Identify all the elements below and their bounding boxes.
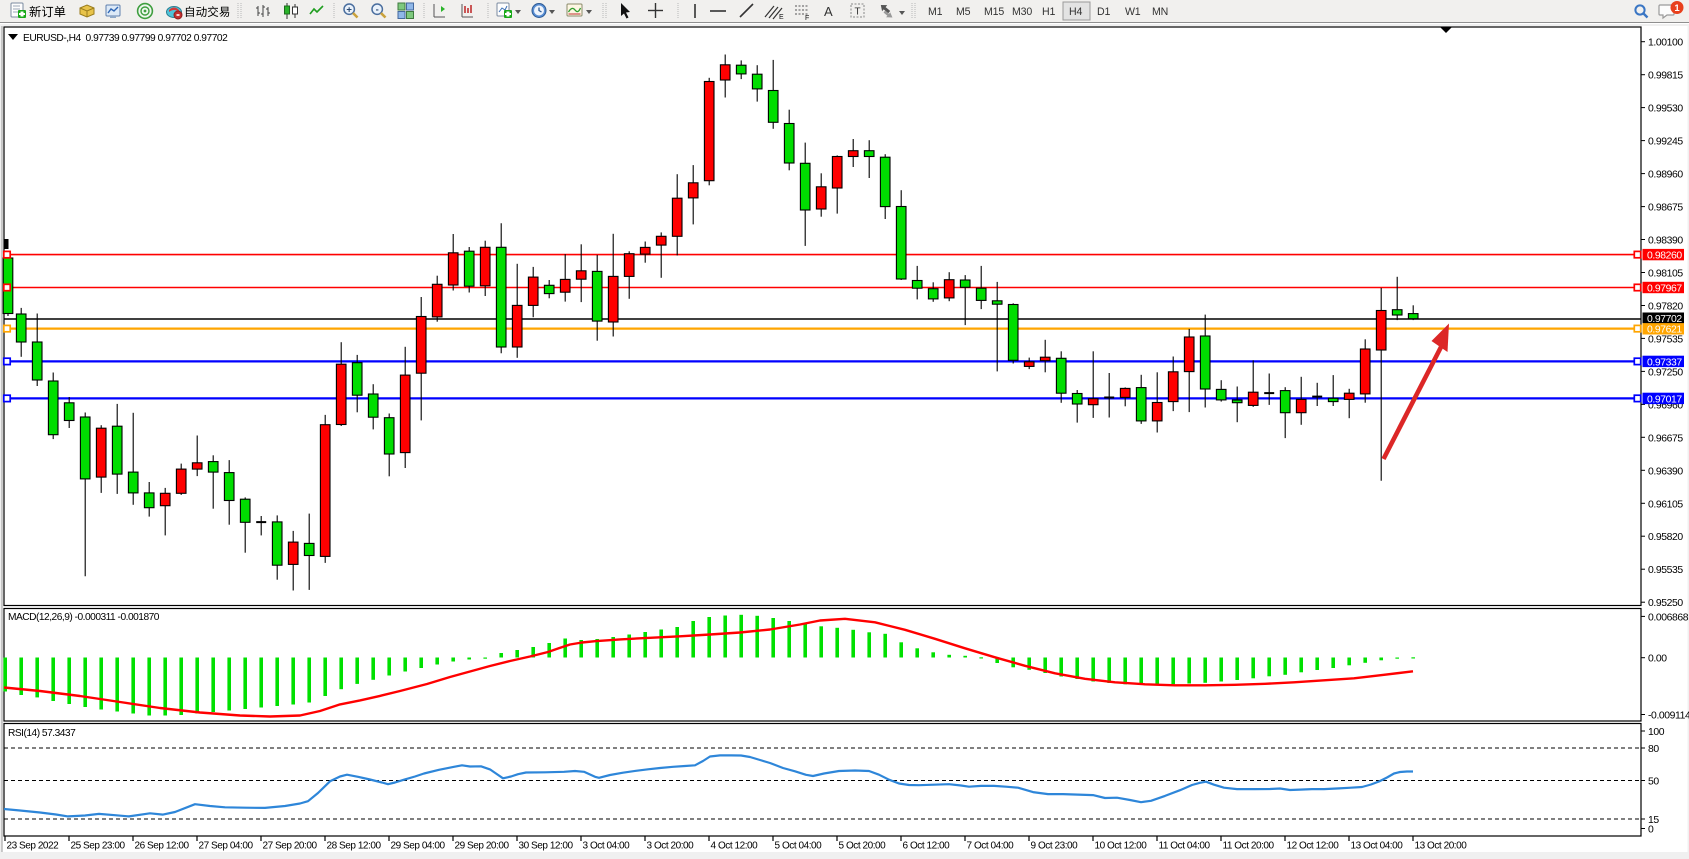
svg-text:7 Oct 04:00: 7 Oct 04:00 (967, 841, 1015, 852)
svg-text:A: A (824, 4, 833, 19)
svg-text:0.96105: 0.96105 (1648, 499, 1683, 510)
svg-text:M30: M30 (1012, 6, 1032, 18)
svg-text:+: + (346, 4, 352, 15)
svg-text:25 Sep 23:00: 25 Sep 23:00 (71, 841, 126, 852)
svg-text:0.95820: 0.95820 (1648, 532, 1683, 543)
svg-text:13 Oct 04:00: 13 Oct 04:00 (1351, 841, 1404, 852)
svg-text:0.98960: 0.98960 (1648, 170, 1683, 181)
svg-text:MACD(12,26,9) -0.000311 -0.001: MACD(12,26,9) -0.000311 -0.001870 (8, 612, 160, 623)
svg-text:11 Oct 20:00: 11 Oct 20:00 (1223, 841, 1275, 852)
svg-text:0.97250: 0.97250 (1648, 367, 1683, 378)
svg-text:0.96390: 0.96390 (1648, 466, 1683, 477)
svg-text:0.95250: 0.95250 (1648, 598, 1683, 609)
svg-text:30 Sep 12:00: 30 Sep 12:00 (519, 841, 574, 852)
svg-text:0.97702: 0.97702 (1647, 314, 1682, 325)
svg-text:9 Oct 23:00: 9 Oct 23:00 (1031, 841, 1079, 852)
svg-text:23 Sep 2022: 23 Sep 2022 (7, 841, 60, 852)
svg-text:11 Oct 04:00: 11 Oct 04:00 (1159, 841, 1211, 852)
svg-text:F: F (805, 15, 809, 22)
svg-text:T: T (854, 7, 860, 18)
svg-text:28 Sep 12:00: 28 Sep 12:00 (327, 841, 382, 852)
svg-text:5 Oct 20:00: 5 Oct 20:00 (839, 841, 887, 852)
svg-text:0.97535: 0.97535 (1648, 334, 1683, 345)
svg-text:E: E (779, 14, 784, 21)
svg-text:-0.009114: -0.009114 (1648, 711, 1689, 722)
svg-text:0.97621: 0.97621 (1647, 325, 1682, 336)
svg-text:MN: MN (1152, 6, 1168, 18)
svg-text:27 Sep 20:00: 27 Sep 20:00 (263, 841, 318, 852)
svg-text:12 Oct 12:00: 12 Oct 12:00 (1287, 841, 1340, 852)
svg-text:M15: M15 (984, 6, 1004, 18)
svg-text:0.98260: 0.98260 (1647, 251, 1682, 262)
svg-text:M5: M5 (956, 6, 971, 18)
svg-text:0.96960: 0.96960 (1648, 400, 1683, 411)
svg-text:13 Oct 20:00: 13 Oct 20:00 (1415, 841, 1468, 852)
svg-text:1.00100: 1.00100 (1648, 38, 1683, 49)
svg-text:D1: D1 (1097, 6, 1110, 18)
svg-text:0.99530: 0.99530 (1648, 104, 1683, 115)
svg-text:10 Oct 12:00: 10 Oct 12:00 (1095, 841, 1148, 852)
svg-text:0.96675: 0.96675 (1648, 433, 1683, 444)
svg-text:0.98390: 0.98390 (1648, 236, 1683, 247)
svg-text:3 Oct 04:00: 3 Oct 04:00 (583, 841, 631, 852)
svg-text:H4: H4 (1069, 6, 1082, 18)
svg-text:0.97967: 0.97967 (1647, 283, 1682, 294)
svg-text:-: - (376, 4, 379, 15)
svg-text:0.97820: 0.97820 (1648, 302, 1683, 313)
svg-text:0: 0 (1648, 825, 1654, 836)
svg-text:0.006868: 0.006868 (1648, 612, 1689, 623)
svg-text:4 Oct 12:00: 4 Oct 12:00 (711, 841, 759, 852)
svg-text:6 Oct 12:00: 6 Oct 12:00 (903, 841, 951, 852)
svg-text:0.97017: 0.97017 (1647, 394, 1682, 405)
svg-text:0.99245: 0.99245 (1648, 137, 1683, 148)
svg-text:3 Oct 20:00: 3 Oct 20:00 (647, 841, 695, 852)
svg-text:EURUSD-,H4 0.97739 0.97799 0.: EURUSD-,H4 0.97739 0.97799 0.97702 0.977… (23, 33, 228, 44)
svg-text:100: 100 (1648, 727, 1665, 738)
svg-text:27 Sep 04:00: 27 Sep 04:00 (199, 841, 254, 852)
svg-text:0.98675: 0.98675 (1648, 203, 1683, 214)
svg-text:H1: H1 (1042, 6, 1055, 18)
svg-text:0.95535: 0.95535 (1648, 565, 1683, 576)
svg-text:W1: W1 (1125, 6, 1141, 18)
svg-text:0.98105: 0.98105 (1648, 269, 1683, 280)
svg-text:15: 15 (1648, 815, 1659, 826)
svg-text:50: 50 (1648, 777, 1659, 788)
svg-text:29 Sep 04:00: 29 Sep 04:00 (391, 841, 446, 852)
svg-text:1: 1 (1674, 3, 1680, 14)
svg-text:0.00: 0.00 (1648, 654, 1667, 665)
svg-text:26 Sep 12:00: 26 Sep 12:00 (135, 841, 190, 852)
svg-text:80: 80 (1648, 744, 1659, 755)
svg-text:0.99815: 0.99815 (1648, 71, 1683, 82)
svg-text:RSI(14) 57.3437: RSI(14) 57.3437 (8, 728, 76, 739)
svg-text:M1: M1 (928, 6, 943, 18)
svg-text:5 Oct 04:00: 5 Oct 04:00 (775, 841, 823, 852)
svg-text:0.97337: 0.97337 (1647, 357, 1682, 368)
svg-text:29 Sep 20:00: 29 Sep 20:00 (455, 841, 510, 852)
